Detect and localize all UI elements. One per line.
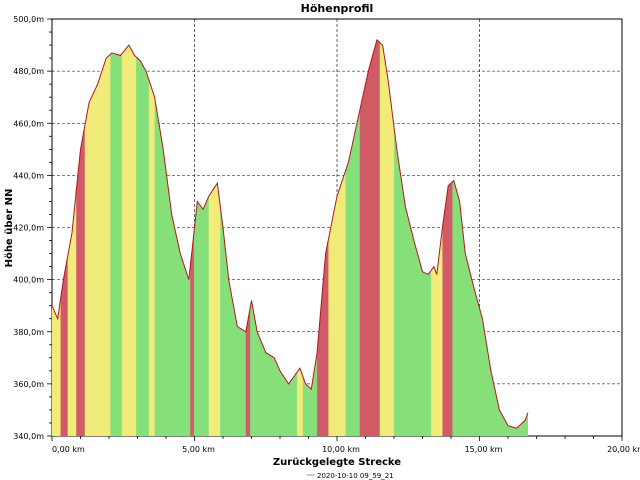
y-axis-label: Höhe über NN <box>4 189 15 268</box>
y-tick-label: 340,0m <box>13 432 44 441</box>
y-tick-label: 500,0m <box>13 15 44 24</box>
y-tick-label: 480,0m <box>13 67 44 76</box>
y-tick-label: 440,0m <box>13 171 44 180</box>
y-tick-label: 380,0m <box>13 328 44 337</box>
x-tick-label: 15,00 km <box>465 445 503 454</box>
x-axis-label: Zurückgelegte Strecke <box>273 457 401 468</box>
elevation-line <box>51 38 529 429</box>
x-axis-ticks: 0,00 km 5,00 km 10,00 km 15,00 km 20,00 km <box>51 436 640 454</box>
x-tick-label: 0,00 km <box>52 445 85 454</box>
y-tick-label: 400,0m <box>13 276 44 285</box>
y-tick-label: 360,0m <box>13 380 44 389</box>
x-tick-label: 20,00 km <box>607 445 640 454</box>
x-tick-label: 10,00 km <box>322 445 360 454</box>
legend: 2020-10-10 09_59_21 <box>307 472 394 480</box>
y-tick-label: 460,0m <box>13 119 44 128</box>
x-tick-label: 5,00 km <box>182 445 215 454</box>
chart-title: Höhenprofil <box>301 2 374 15</box>
legend-label: 2020-10-10 09_59_21 <box>317 472 394 480</box>
y-tick-label: 420,0m <box>13 224 44 233</box>
y-axis-ticks: 340,0m 360,0m 380,0m 400,0m 420,0m 440,0m 460,… <box>13 15 52 441</box>
